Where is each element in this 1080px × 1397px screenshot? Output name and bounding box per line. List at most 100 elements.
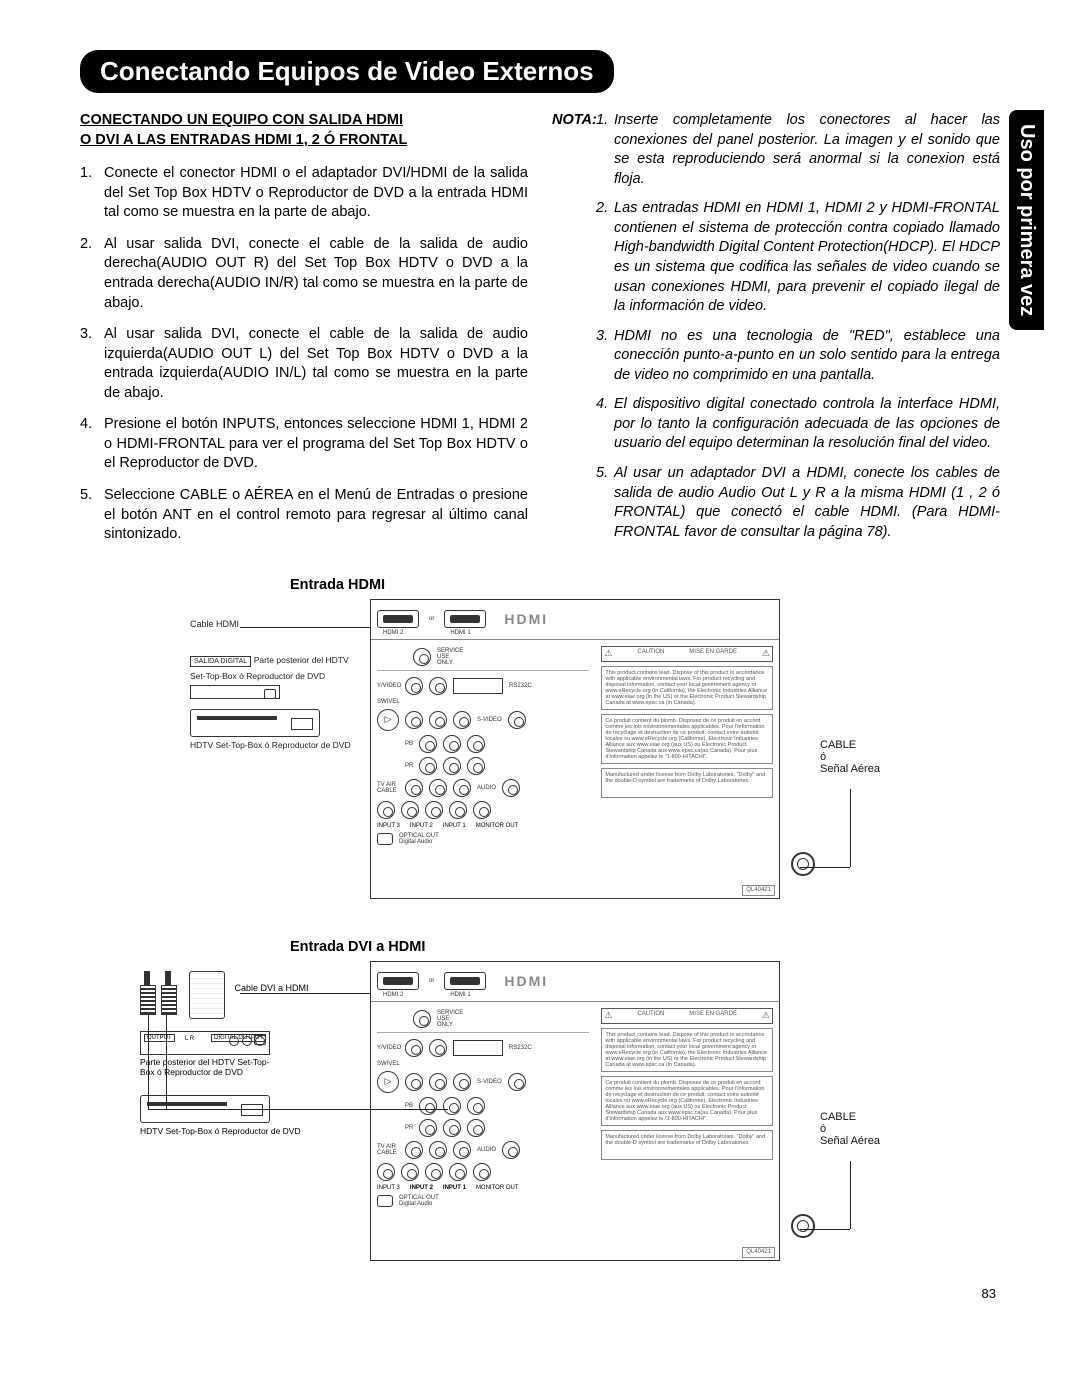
audio-label: AUDIO	[477, 785, 496, 791]
caution-tri-right: ⚠	[762, 649, 770, 659]
lr-label: L R	[185, 1036, 194, 1042]
service-label: SERVICE USE ONLY	[437, 648, 441, 666]
diagram-2-title: Entrada DVI a HDMI	[290, 939, 1000, 955]
diagram-2: Entrada DVI a HDMI Cable DVI a HDMI OUTP…	[80, 939, 1000, 1291]
note-3: HDMI no es una tecnologia de "RED", esta…	[552, 327, 1000, 386]
dvi-connector	[189, 971, 225, 1019]
yvideo-label: Y/VIDEO	[377, 683, 399, 689]
stb-back-panel-2: OUTPUT L R DIGITAL OUTPUT	[140, 1031, 270, 1055]
step-1: Conecte el conector HDMI o el adaptador …	[80, 164, 528, 223]
input3-label: INPUT 3	[377, 823, 400, 829]
rs232c-port	[453, 678, 503, 694]
service-label-2: SERVICE USE ONLY	[437, 1010, 441, 1028]
ports-area-1: SERVICE USE ONLY Y/VIDEO RS232C SWIVEL	[371, 640, 595, 898]
step-5: Seleccione CABLE o AÉREA en el Menú de E…	[80, 486, 528, 545]
page-number: 83	[982, 1286, 996, 1301]
stb-back-panel-1	[190, 685, 280, 699]
caution-box-1: ⚠ CAUTION MISE EN GARDE ⚠	[601, 646, 773, 662]
or-label-1: or	[429, 616, 434, 622]
rca-plug-r	[161, 971, 175, 1013]
tv-back-panel-1: HDMI 2 or HDMI 1 HDMI SERVICE USE ON	[370, 599, 780, 899]
step-4: Presione el botón INPUTS, entonces selec…	[80, 415, 528, 474]
note-1: NOTA: Inserte completamente los conector…	[552, 111, 1000, 189]
tv-back-panel-2: HDMI 2 or HDMI 1 HDMI SERVICE USE ON	[370, 961, 780, 1261]
fineprint-1c: Manufactured under license from Dolby La…	[601, 768, 773, 798]
pb-label: PB	[405, 741, 413, 747]
tvair-label-2: TV AIR CABLE	[377, 1144, 399, 1156]
caution-label-2: CAUTION	[637, 1011, 664, 1021]
rs232c-label: RS232C	[509, 683, 532, 689]
svideo-label: S-VIDEO	[477, 717, 502, 723]
rca-plug-l	[140, 971, 154, 1013]
dvi-group: Cable DVI a HDMI OUTPUT L R DIGITAL OUTP…	[140, 971, 360, 1136]
hdmi-logo-2: HDMI	[504, 973, 548, 989]
service-port	[413, 648, 431, 666]
salida-digital-label: SALIDA DIGITAL	[190, 656, 251, 667]
input1-label: INPUT 1	[443, 823, 466, 829]
fineprint-2a: This product contains lead. Dispose of t…	[601, 1028, 773, 1072]
coax-wire-h-2	[800, 1229, 850, 1230]
digaudio-label: Digital Audio	[399, 839, 432, 845]
diagram-1-box: Cable HDMI SALIDA DIGITAL Parte posterio…	[80, 599, 1000, 919]
text-columns: CONECTANDO UN EQUIPO CON SALIDA HDMI O D…	[80, 111, 1000, 557]
model-label-1: QL40421	[742, 885, 775, 896]
coax-connector-1	[791, 852, 815, 876]
dvi-cable-label: Cable DVI a HDMI	[235, 983, 309, 993]
ports-area-2: SERVICE USE ONLY Y/VIDEO RS232C SWIVEL	[371, 1002, 595, 1260]
audio-wire-l	[148, 1015, 149, 1109]
left-column: CONECTANDO UN EQUIPO CON SALIDA HDMI O D…	[80, 111, 528, 557]
hdmi-wire	[240, 627, 380, 628]
hdmi2-label-2: HDMI 2	[383, 992, 403, 998]
stb-device-caption-2: HDTV Set-Top-Box ó Reproductor de DVD	[140, 1126, 360, 1136]
note-5: Al usar un adaptador DVI a HDMI, conecte…	[552, 464, 1000, 542]
optical-port	[377, 833, 393, 845]
note-4: El dispositivo digital conectado control…	[552, 395, 1000, 454]
cable-aerea-label-2: CABLE ó Señal Aérea	[820, 1111, 880, 1147]
mise-label: MISE EN GARDE	[689, 649, 737, 659]
audio-wire-r	[166, 1015, 167, 1109]
coax-connector-2	[791, 1214, 815, 1238]
step-3: Al usar salida DVI, conecte el cable de …	[80, 325, 528, 403]
stb-device-1	[190, 709, 320, 737]
swivel-icon	[377, 709, 399, 731]
svideo-label-2: S-VIDEO	[477, 1079, 502, 1085]
caution-tri-left: ⚠	[604, 649, 612, 659]
input2-label: INPUT 2	[410, 823, 433, 829]
page-root: Conectando Equipos de Video Externos Uso…	[0, 0, 1080, 1321]
pr-label: PR	[405, 763, 413, 769]
coax-wire-v-2	[850, 1161, 851, 1229]
note-1-text: Inserte completamente los conectores al …	[614, 112, 1000, 187]
nota-label: NOTA:	[552, 111, 597, 131]
hdmi1-port	[444, 610, 486, 628]
input2-label-2: INPUT 2	[410, 1185, 433, 1191]
rs232c-label-2: RS232C	[509, 1045, 532, 1051]
left-heading: CONECTANDO UN EQUIPO CON SALIDA HDMI O D…	[80, 111, 528, 150]
note-2: Las entradas HDMI en HDMI 1, HDMI 2 y HD…	[552, 199, 1000, 316]
hdmi2-label: HDMI 2	[383, 630, 403, 636]
input3-label-2: INPUT 3	[377, 1185, 400, 1191]
swivel-label-2: SWIVEL	[377, 1061, 399, 1067]
hdmi2-port-2	[377, 972, 419, 990]
stb-group-1: Cable HDMI SALIDA DIGITAL Parte posterio…	[190, 619, 360, 750]
hdmi1-label-2: HDMI 1	[450, 992, 470, 998]
diagram-1: Entrada HDMI Cable HDMI SALIDA DIGITAL P…	[80, 577, 1000, 919]
diagram-2-box: Cable DVI a HDMI OUTPUT L R DIGITAL OUTP…	[80, 961, 1000, 1291]
step-2: Al usar salida DVI, conecte el cable de …	[80, 235, 528, 313]
ant-port-1	[377, 801, 395, 819]
caution-label: CAUTION	[637, 649, 664, 659]
audio-label-2: AUDIO	[477, 1147, 496, 1153]
stb-back-caption-2: Parte posterior del HDTV Set-Top-Box ó R…	[140, 1057, 270, 1077]
pr-label-2: PR	[405, 1125, 413, 1131]
fineprint-2c: Manufactured under license from Dolby La…	[601, 1130, 773, 1160]
mise-label-2: MISE EN GARDE	[689, 1011, 737, 1021]
stb-device-caption-1: HDTV Set-Top-Box ó Reproductor de DVD	[190, 740, 360, 750]
ant-port-2	[377, 1163, 395, 1181]
fineprint-area-2: ⚠ CAUTION MISE EN GARDE ⚠ This product c…	[595, 1002, 779, 1260]
side-tab: Uso por primera vez	[1009, 110, 1044, 330]
notes-list: NOTA: Inserte completamente los conector…	[552, 111, 1000, 542]
fineprint-area-1: ⚠ CAUTION MISE EN GARDE ⚠ This product c…	[595, 640, 779, 898]
step-list: Conecte el conector HDMI o el adaptador …	[80, 164, 528, 545]
fineprint-2b: Ce produit contient du plomb. Disposez d…	[601, 1076, 773, 1126]
input1-label-2: INPUT 1	[443, 1185, 466, 1191]
or-label-2: or	[429, 978, 434, 984]
